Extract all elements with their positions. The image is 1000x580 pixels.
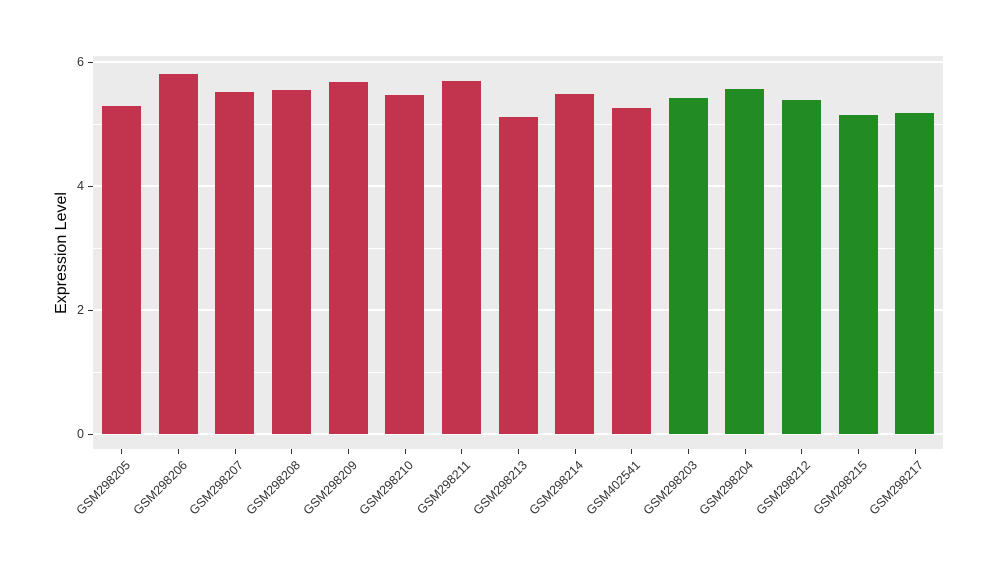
x-tick-label-GSM298214: GSM298214 [527,458,587,518]
x-tick-mark-GSM298203 [688,449,689,454]
bar-GSM298205 [101,106,141,434]
y-tick-mark-2 [88,310,93,311]
x-tick-mark-GSM298217 [914,449,916,454]
x-tick-mark-GSM298213 [518,449,519,454]
x-tick-label-GSM298203: GSM298203 [640,458,700,518]
gridline-major-y0 [93,433,943,435]
x-tick-mark-GSM298207 [234,449,236,454]
y-tick-label-2: 2 [77,303,84,317]
x-tick-mark-GSM298209 [348,449,349,454]
y-tick-label-4: 4 [77,179,84,193]
y-tick-mark-0 [88,434,93,435]
x-tick-label-GSM298209: GSM298209 [300,458,360,518]
gridline-major-y6 [93,61,943,63]
bar-GSM298211 [441,81,481,434]
x-tick-label-GSM298204: GSM298204 [697,458,757,518]
x-tick-label-GSM298210: GSM298210 [357,458,417,518]
x-tick-label-GSM298211: GSM298211 [414,458,474,517]
bar-GSM298212 [781,100,821,434]
x-tick-mark-GSM298212 [801,449,803,454]
x-tick-mark-GSM298215 [858,449,859,454]
x-tick-label-GSM298206: GSM298206 [130,458,190,518]
x-tick-mark-GSM298205 [121,449,123,454]
x-tick-mark-GSM298214 [574,449,576,454]
x-tick-label-GSM298217: GSM298217 [867,458,927,518]
bar-GSM298209 [328,81,368,434]
x-tick-label-GSM298205: GSM298205 [73,458,134,518]
y-tick-label-6: 6 [77,55,84,69]
x-tick-mark-GSM298204 [744,449,746,454]
y-tick-label-0: 0 [77,427,84,441]
bar-GSM298213 [498,117,538,434]
bar-GSM298214 [555,94,595,434]
x-tick-mark-GSM298210 [404,449,406,454]
x-tick-label-GSM298213: GSM298213 [470,458,530,518]
x-tick-label-GSM298212: GSM298212 [753,458,814,518]
bar-GSM298206 [158,74,198,434]
y-axis-title: Expression Level [53,192,70,314]
y-tick-mark-4 [88,186,93,187]
bar-GSM298210 [385,94,425,434]
x-tick-mark-GSM298211 [461,449,463,454]
x-tick-mark-GSM298208 [291,449,293,454]
plot-panel [93,56,943,449]
x-tick-label-GSM402541: GSM402541 [583,458,644,518]
x-tick-mark-GSM298206 [178,449,179,454]
bar-GSM298204 [725,88,765,434]
bar-GSM298217 [895,112,935,434]
x-tick-label-GSM298208: GSM298208 [243,458,304,518]
bar-GSM298207 [215,91,255,434]
bar-GSM298215 [838,114,878,434]
x-tick-label-GSM298215: GSM298215 [810,458,870,518]
y-tick-mark-6 [88,62,93,63]
bar-GSM298208 [271,89,311,434]
x-tick-label-GSM298207: GSM298207 [187,458,247,518]
bar-GSM298203 [668,97,708,434]
x-tick-mark-GSM402541 [631,449,633,454]
bar-GSM402541 [611,107,651,434]
